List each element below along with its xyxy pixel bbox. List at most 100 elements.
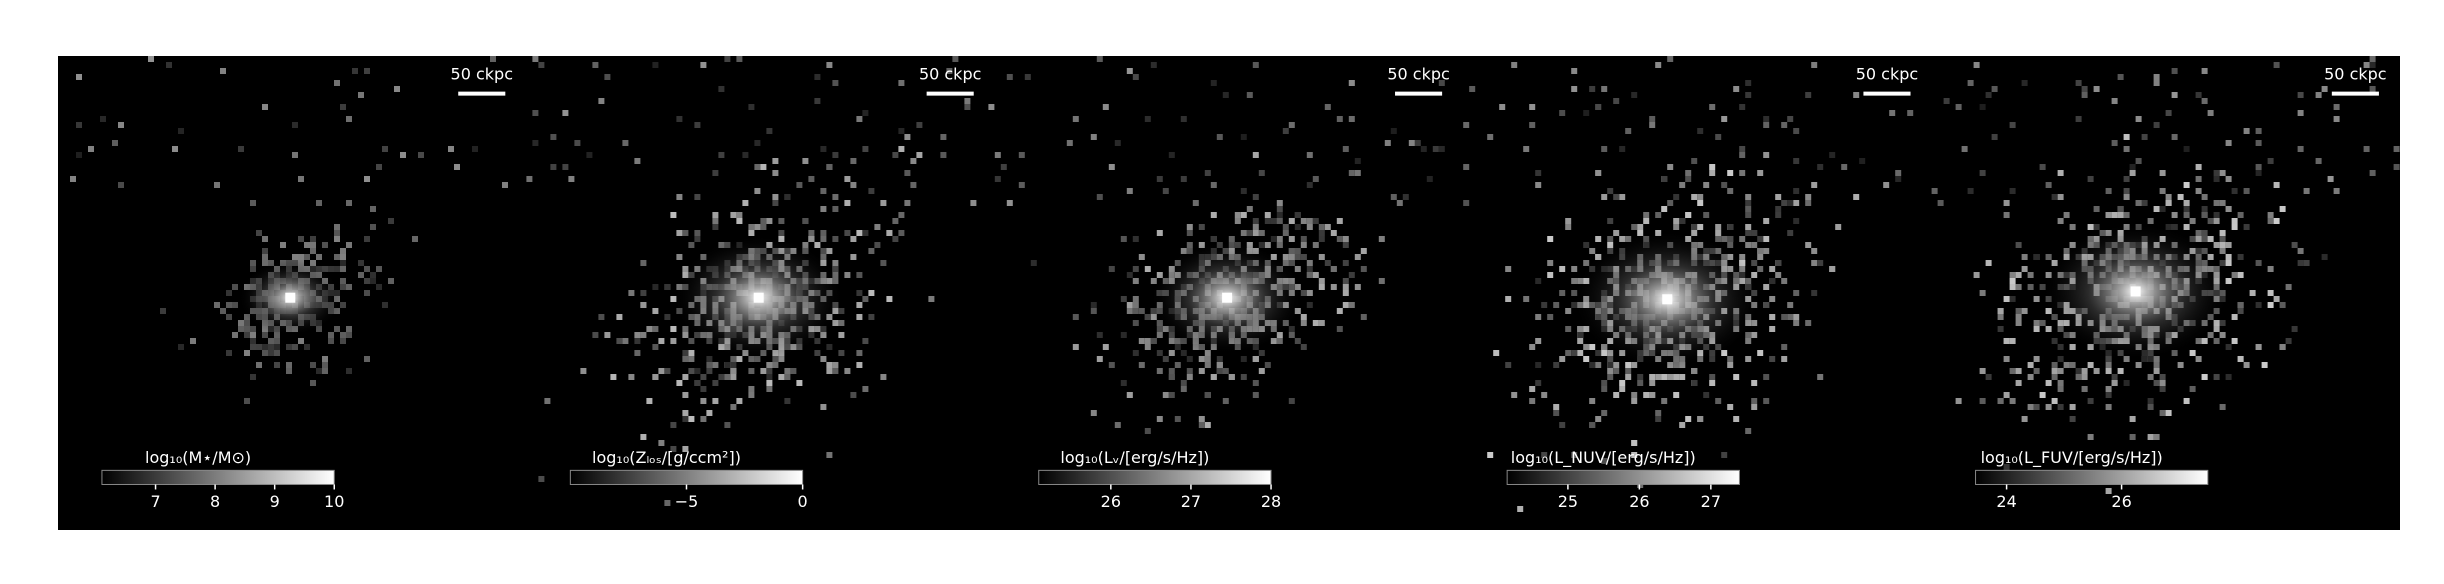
pixel <box>1679 182 1686 188</box>
pixel <box>2063 362 2070 368</box>
pixel <box>2333 116 2340 122</box>
pixel <box>388 218 394 224</box>
pixel <box>682 230 689 236</box>
pixel <box>1306 224 1313 230</box>
colorbar-tick-label: 8 <box>210 492 220 511</box>
pixel <box>274 362 280 368</box>
pixel <box>1709 374 1716 380</box>
pixel <box>2147 404 2154 410</box>
pixel <box>1541 302 1548 308</box>
pixel <box>964 98 971 104</box>
pixel <box>1168 350 1175 356</box>
pixel <box>2153 80 2160 86</box>
pixel <box>1979 104 1986 110</box>
pixel <box>2369 86 2376 92</box>
scale-bar-label: 50 ckpc <box>451 64 513 83</box>
pixel <box>646 398 653 404</box>
pixel <box>2009 188 2016 194</box>
pixel <box>358 92 364 98</box>
pixel <box>694 194 701 200</box>
pixel <box>1595 362 1602 368</box>
pixel <box>1162 188 1169 194</box>
pixel <box>2225 344 2232 350</box>
pixel <box>2105 188 2112 194</box>
pixel <box>1210 80 1217 86</box>
pixel <box>1204 422 1211 428</box>
pixel <box>1348 80 1355 86</box>
pixel <box>1817 164 1824 170</box>
pixel <box>2219 230 2226 236</box>
pixel <box>1985 260 1992 266</box>
pixel <box>2213 338 2220 344</box>
pixel <box>2273 218 2280 224</box>
pixel <box>1288 248 1295 254</box>
pixel <box>2213 212 2220 218</box>
pixel <box>250 332 256 338</box>
pixel <box>220 68 226 74</box>
pixel <box>1102 344 1109 350</box>
pixel <box>1745 224 1752 230</box>
pixel <box>2003 356 2010 362</box>
pixel <box>1547 260 1554 266</box>
pixel <box>1258 368 1265 374</box>
scale-bar-label: 50 ckpc <box>2324 64 2386 83</box>
pixel <box>1186 368 1193 374</box>
pixel <box>1601 410 1608 416</box>
pixel <box>2123 134 2130 140</box>
pixel <box>1601 350 1608 356</box>
pixel <box>1006 200 1013 206</box>
pixel <box>1288 218 1295 224</box>
pixel <box>832 80 839 86</box>
pixel <box>1132 236 1139 242</box>
pixel <box>1967 188 1974 194</box>
pixel <box>2105 386 2112 392</box>
pixel <box>2159 374 2166 380</box>
pixel <box>2069 344 2076 350</box>
pixel <box>1631 362 1638 368</box>
pixel <box>1529 122 1536 128</box>
pixel <box>2051 398 2058 404</box>
pixel <box>2177 194 2184 200</box>
pixel <box>2195 230 2202 236</box>
pixel <box>2045 182 2052 188</box>
pixel <box>814 74 821 80</box>
pixel <box>820 356 827 362</box>
pixel <box>76 122 82 128</box>
pixel <box>832 260 839 266</box>
pixel <box>622 140 629 146</box>
pixel <box>850 158 857 164</box>
pixel <box>1126 302 1133 308</box>
pixel <box>1787 200 1794 206</box>
pixel <box>1294 254 1301 260</box>
pixel <box>382 302 388 308</box>
pixel <box>838 350 845 356</box>
pixel <box>1763 248 1770 254</box>
pixel <box>1739 104 1746 110</box>
pixel <box>1601 86 1608 92</box>
pixel <box>1342 260 1349 266</box>
pixel <box>856 302 863 308</box>
pixel <box>310 260 316 266</box>
pixel <box>2051 338 2058 344</box>
pixel <box>334 254 340 260</box>
pixel <box>2003 212 2010 218</box>
pixel <box>1204 392 1211 398</box>
pixel <box>2183 212 2190 218</box>
pixel <box>1769 296 1776 302</box>
pixel <box>862 386 869 392</box>
pixel <box>2207 332 2214 338</box>
pixel <box>1342 278 1349 284</box>
pixel <box>1805 200 1812 206</box>
pixel <box>712 212 719 218</box>
pixel <box>1703 392 1710 398</box>
pixel <box>1703 182 1710 188</box>
pixel <box>1463 122 1470 128</box>
pixel <box>2075 116 2082 122</box>
pixel <box>1535 278 1542 284</box>
pixel <box>1691 368 1698 374</box>
pixel <box>1571 278 1578 284</box>
pixel <box>1324 224 1331 230</box>
pixel <box>2033 404 2040 410</box>
pixel <box>1306 272 1313 278</box>
pixel <box>634 338 641 344</box>
